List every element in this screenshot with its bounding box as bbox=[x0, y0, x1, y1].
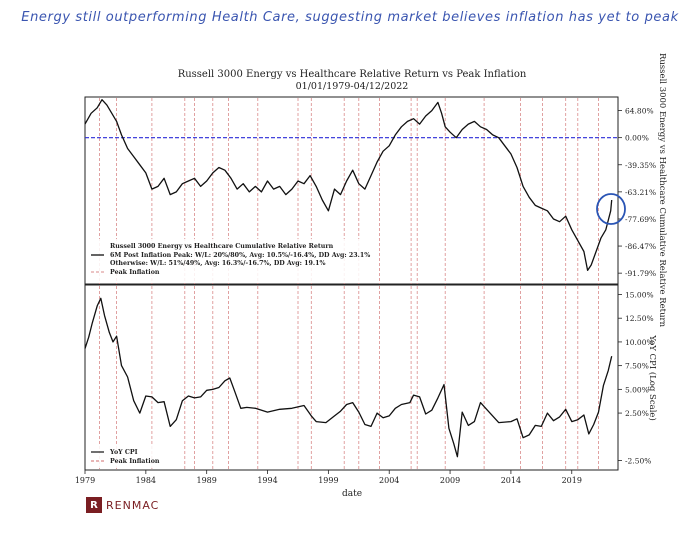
x-axis-label: date bbox=[342, 489, 362, 499]
x-tick-label: 2009 bbox=[440, 476, 460, 485]
x-tick-label: 1994 bbox=[257, 476, 277, 485]
bottom-y-tick-label: 2.50% bbox=[625, 409, 649, 418]
bottom-y-tick-label: 15.00% bbox=[625, 290, 654, 299]
top-legend-heading: Russell 3000 Energy vs Healthcare Cumula… bbox=[110, 243, 334, 250]
chart-title: Russell 3000 Energy vs Healthcare Relati… bbox=[178, 69, 527, 80]
top-legend-entry: Peak Inflation bbox=[110, 269, 160, 276]
relative-return-line bbox=[84, 99, 613, 272]
bottom-y-tick-label: 7.50% bbox=[625, 362, 649, 371]
chart-subtitle: 01/01/1979-04/12/2022 bbox=[296, 81, 409, 92]
renmac-logo: R RENMAC bbox=[86, 497, 159, 513]
logo-text: RENMAC bbox=[106, 498, 160, 512]
x-tick-label: 1984 bbox=[136, 476, 156, 485]
logo-mark-icon: R bbox=[86, 497, 102, 513]
cpi-line bbox=[84, 297, 613, 458]
bottom-legend: YoY CPI Peak Inflation bbox=[88, 446, 172, 468]
top-y-axis-label: Russell 3000 Energy vs Healthcare Cumula… bbox=[657, 53, 667, 328]
top-legend: Russell 3000 Energy vs Healthcare Cumula… bbox=[88, 239, 370, 283]
bottom-y-axis-label: YoY CPI (Log Scale) bbox=[647, 334, 658, 421]
x-tick-label: 2014 bbox=[501, 476, 521, 485]
headline: Energy still outperforming Health Care, … bbox=[21, 10, 679, 25]
bottom-y-tick-label: 12.50% bbox=[625, 314, 654, 323]
x-tick-label: 1999 bbox=[318, 476, 338, 485]
bottom-legend-entry: YoY CPI bbox=[109, 449, 138, 456]
highlight-circle bbox=[596, 193, 626, 225]
top-y-tick-label: 64.80% bbox=[625, 107, 654, 116]
x-tick-label: 1979 bbox=[75, 476, 95, 485]
bottom-y-tick-label: 5.00% bbox=[625, 385, 649, 394]
x-tick-label: 2004 bbox=[379, 476, 399, 485]
x-tick-label: 2019 bbox=[562, 476, 582, 485]
top-legend-entry: 6M Post Inflation Peak: W/L: 20%/80%, Av… bbox=[110, 252, 370, 259]
bottom-y-tick-label: -2.50% bbox=[625, 457, 651, 466]
top-legend-entry: Otherwise: W/L: 51%/49%, Avg: 16.3%/-16.… bbox=[110, 260, 325, 267]
top-y-tick-label: 0.00% bbox=[625, 134, 649, 143]
bottom-legend-entry: Peak Inflation bbox=[110, 458, 160, 465]
bottom-y-tick-label: 10.00% bbox=[625, 338, 654, 347]
x-tick-label: 1989 bbox=[197, 476, 217, 485]
top-y-tick-label: -91.79% bbox=[625, 269, 656, 278]
top-y-tick-label: -77.69% bbox=[625, 215, 656, 224]
bottom-plot-frame bbox=[84, 284, 619, 471]
top-plot-frame bbox=[84, 96, 619, 285]
top-y-tick-label: -63.21% bbox=[625, 188, 656, 197]
top-y-tick-label: -86.47% bbox=[625, 242, 656, 251]
top-y-tick-label: -39.35% bbox=[625, 161, 656, 170]
